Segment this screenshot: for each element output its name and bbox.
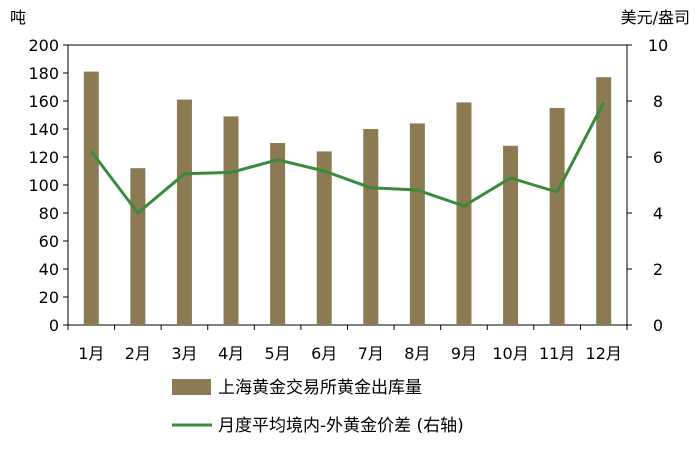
bar [456, 102, 472, 326]
axes: 0 20 40 60 80 100 120 140 160 180 200 0 2 4 6 8 10 1月 2月 3月… [28, 36, 668, 363]
bar [176, 99, 192, 325]
plot-border [67, 44, 628, 326]
left-axis-unit: 吨 [10, 8, 26, 27]
left-axis-tick-label: 120 [28, 148, 59, 167]
x-axis-tick-label: 5月 [265, 344, 291, 363]
right-axis-tick-label: 2 [653, 260, 663, 279]
bar-series [83, 71, 612, 326]
right-axis-tick-label: 6 [653, 148, 663, 167]
left-axis-tick-label: 200 [28, 36, 59, 55]
x-axis-tick-label: 8月 [404, 344, 430, 363]
left-axis-tick-label: 80 [39, 204, 59, 223]
bar [316, 151, 332, 325]
x-axis-tick-label: 9月 [451, 344, 477, 363]
x-axis-tick-label: 6月 [311, 344, 337, 363]
right-axis-unit: 美元/盎司 [621, 8, 690, 27]
bar [223, 116, 239, 326]
left-axis-tick-label: 40 [39, 260, 59, 279]
legend: 上海黄金交易所黄金出库量 月度平均境内-外黄金价差 (右轴) [172, 378, 464, 436]
left-axis-tick-label: 100 [28, 176, 59, 195]
x-axis-tick-label: 3月 [171, 344, 197, 363]
left-axis-tick-label: 180 [28, 64, 59, 83]
bar [503, 145, 519, 325]
bar [83, 71, 99, 325]
legend-bar-label: 上海黄金交易所黄金出库量 [218, 378, 422, 398]
left-axis-tick-label: 140 [28, 120, 59, 139]
left-axis-tick-label: 20 [39, 288, 59, 307]
bar [270, 143, 286, 325]
x-axis-tick-label: 1月 [78, 344, 104, 363]
x-axis-tick-label: 4月 [218, 344, 244, 363]
x-axis-tick-label: 12月 [586, 344, 622, 363]
bar [596, 77, 612, 325]
plot-area [67, 44, 628, 326]
right-axis-tick-label: 8 [653, 92, 663, 111]
line-series [90, 101, 606, 215]
left-axis-tick-label: 160 [28, 92, 59, 111]
right-axis-tick-label: 0 [653, 316, 663, 335]
bar [363, 129, 379, 325]
bar [549, 108, 565, 325]
left-axis-tick-label: 0 [49, 316, 59, 335]
x-axis-tick-label: 11月 [539, 344, 575, 363]
x-axis-tick-label: 2月 [125, 344, 151, 363]
bar [409, 123, 425, 326]
x-axis-tick-label: 10月 [492, 344, 528, 363]
x-axis-tick-label: 7月 [358, 344, 384, 363]
right-axis-tick-label: 10 [648, 36, 668, 55]
legend-bar-swatch [172, 379, 211, 395]
right-axis-tick-label: 4 [653, 204, 663, 223]
legend-line-label: 月度平均境内-外黄金价差 (右轴) [218, 416, 464, 436]
bar [130, 168, 146, 325]
price-spread-line [90, 101, 606, 215]
left-axis-tick-label: 60 [39, 232, 59, 251]
